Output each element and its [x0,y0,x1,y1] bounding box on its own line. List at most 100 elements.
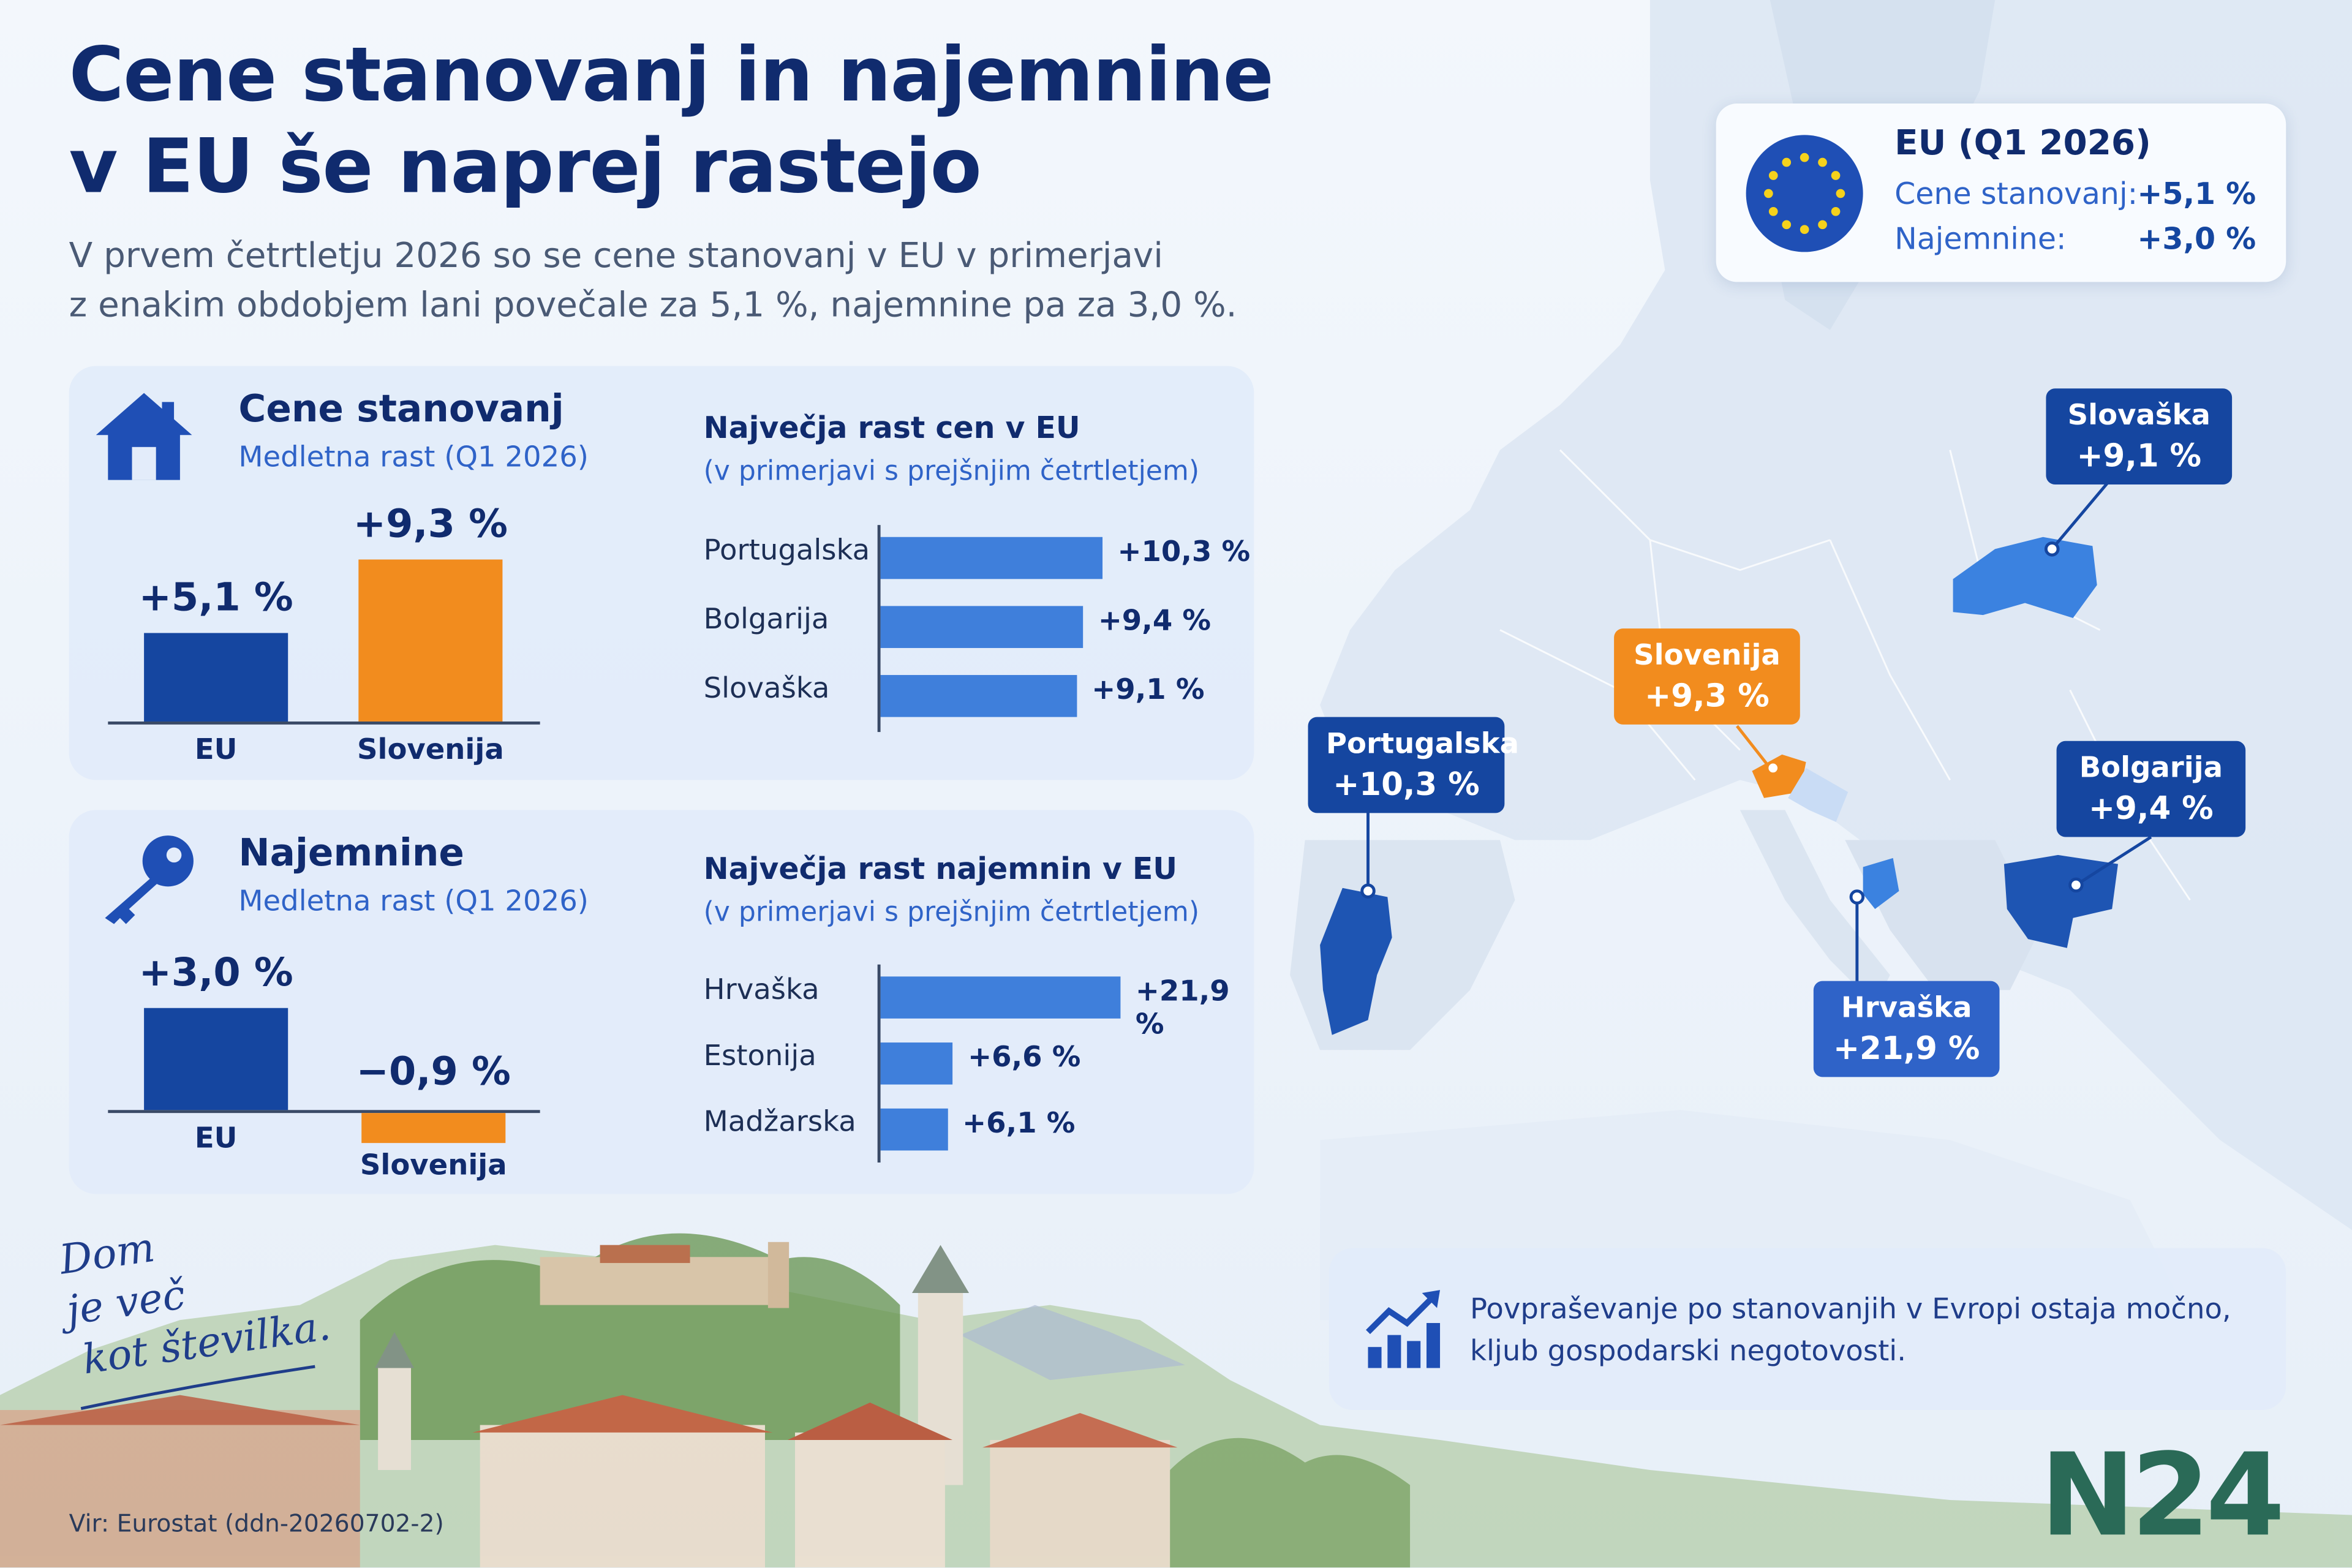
demand-note: Povpraševanje po stanovanjih v Evropi os… [1329,1248,2286,1411]
bar-value-label: +6,6 % [968,1041,1081,1074]
bar-eu [144,1008,288,1110]
eu-card-row1-value: +5,1 % [2137,175,2256,212]
rent-yoy-chart: +3,0 % EU −0,9 % Slovenija [69,810,609,1194]
callout-hrvaska: Hrvaška +21,9 % [1813,981,2000,1077]
category-label: Madžarska [703,1105,856,1139]
eu-star [1782,220,1792,230]
bar-value-label: −0,9 % [356,1050,511,1095]
category-label: EU [194,733,238,767]
callout-slovaska-name: Slovaška [2067,399,2211,432]
category-label: Slovenija [356,733,504,767]
callout-slovaska: Slovaška +9,1 % [2046,388,2233,485]
slovakia-shape [1953,537,2097,618]
callout-bolgarija-value: +9,4 % [2089,790,2214,827]
rent-heading: Najemnine [238,831,464,875]
croatia-shape [1788,767,1849,823]
eu-card-row2-label: Najemnine: [1894,221,2067,257]
bar-slovaška [880,675,1077,717]
callout-portugalska-name: Portugalska [1325,727,1520,761]
rent-panel: Najemnine Medletna rast (Q1 2026) +3,0 %… [69,810,1254,1194]
housing-top-subtitle: (v primerjavi s prejšnjim četrtletjem) [703,456,1200,488]
bar-hrvaška [880,976,1121,1019]
category-label: EU [194,1121,238,1155]
callout-hrvaska-name: Hrvaška [1841,991,1972,1025]
eu-star [1782,157,1792,167]
category-label: Slovenija [360,1149,507,1183]
bar-bolgarija [880,606,1084,648]
portugal-shape [1320,888,1392,1035]
eu-star [1768,171,1778,180]
bar-eu [144,632,288,722]
callout-slovenija: Slovenija +9,3 % [1614,628,1800,725]
ljubljana-illustration [0,1233,2352,1568]
eu-star [1831,206,1841,216]
bar-madžarska [880,1108,948,1151]
axis-line [108,721,540,725]
eu-star [1818,220,1827,230]
eu-star [1818,157,1827,167]
source-note: Vir: Eurostat (ddn-20260702-2) [69,1509,444,1538]
eu-star [1800,225,1809,235]
eu-star [1768,206,1778,216]
bar-slovenija [361,1113,506,1144]
bar-value-label: +9,4 % [1098,604,1212,638]
bar-value-label: +9,3 % [353,502,508,548]
housing-subheading: Medletna rast (Q1 2026) [238,441,589,474]
category-label: Portugalska [703,533,870,567]
key-icon [105,835,194,924]
slovenia-dot [1765,760,1781,776]
housing-panel: Cene stanovanj Medletna rast (Q1 2026) +… [69,366,1254,780]
land-italy [1740,810,1890,1005]
croatia-coast-shape [1863,858,1899,910]
housing-heading: Cene stanovanj [238,386,564,431]
land-mass [1320,0,2352,1231]
bar-estonija [880,1042,953,1085]
slovenia-connector [1736,725,1771,769]
eu-star [1764,189,1773,198]
category-label: Hrvaška [703,973,820,1007]
callout-connectors [1366,482,2152,983]
title-line-1: Cene stanovanj in najemnine [69,31,1274,119]
bar-value-label: +3,0 % [138,951,293,997]
rent-top-subtitle: (v primerjavi s prejšnjim četrtletjem) [703,897,1200,929]
housing-top-title: Največja rast cen v EU [703,409,1080,446]
callout-bolgarija-name: Bolgarija [2079,751,2223,785]
callout-portugalska-value: +10,3 % [1333,766,1480,803]
eu-star [1800,153,1809,162]
axis-line [877,525,881,733]
subtitle-line-2: z enakim obdobjem lani povečale za 5,1 %… [69,286,1237,326]
axis-line [108,1110,540,1114]
note-line-1: Povpraševanje po stanovanjih v Evropi os… [1470,1293,2231,1326]
title-line-2: v EU še naprej rastejo [69,123,982,210]
eu-card-title: EU (Q1 2026) [1894,124,2151,164]
callout-dots [1360,541,2084,905]
bar-value-label: +21,9 % [1135,974,1230,1041]
eu-star [1831,171,1841,180]
category-label: Estonija [703,1039,816,1073]
bar-portugalska [880,537,1103,579]
bar-value-label: +10,3 % [1117,535,1251,569]
slogan-underline [80,1365,315,1411]
callout-hrvaska-value: +21,9 % [1833,1030,1980,1067]
axis-line [877,964,881,1163]
callout-slovaska-value: +9,1 % [2076,438,2202,474]
bar-value-label: +5,1 % [138,575,293,621]
growth-chart-icon [1366,1290,1441,1368]
callout-portugalska: Portugalska +10,3 % [1308,717,1520,813]
housing-top-chart: Portugalska +10,3 % Bolgarija +9,4 % Slovašk… [69,366,1254,780]
page-title: Cene stanovanj in najemnine v EU še napr… [69,30,1274,213]
bar-slovenija [358,559,503,722]
note-line-2: kljub gospodarski negotovosti. [1470,1335,1907,1368]
rent-subheading: Medletna rast (Q1 2026) [238,884,589,918]
rent-top-title: Največja rast najemnin v EU [703,850,1178,887]
n24-logo: N24 [2040,1428,2285,1562]
eu-summary-card: EU (Q1 2026) Cene stanovanj: +5,1 % Naje… [1716,103,2286,282]
bar-value-label: +6,1 % [962,1107,1076,1140]
page-subtitle: V prvem četrtletju 2026 so se cene stano… [69,233,1237,332]
bar-value-label: +9,1 % [1091,673,1205,707]
rent-top-chart: Hrvaška +21,9 % Estonija +6,6 % Madžarska +6,… [69,810,1254,1194]
category-label: Slovaška [703,672,830,706]
bulgaria-shape [2003,854,2118,948]
callout-slovenija-value: +9,3 % [1645,677,1770,714]
